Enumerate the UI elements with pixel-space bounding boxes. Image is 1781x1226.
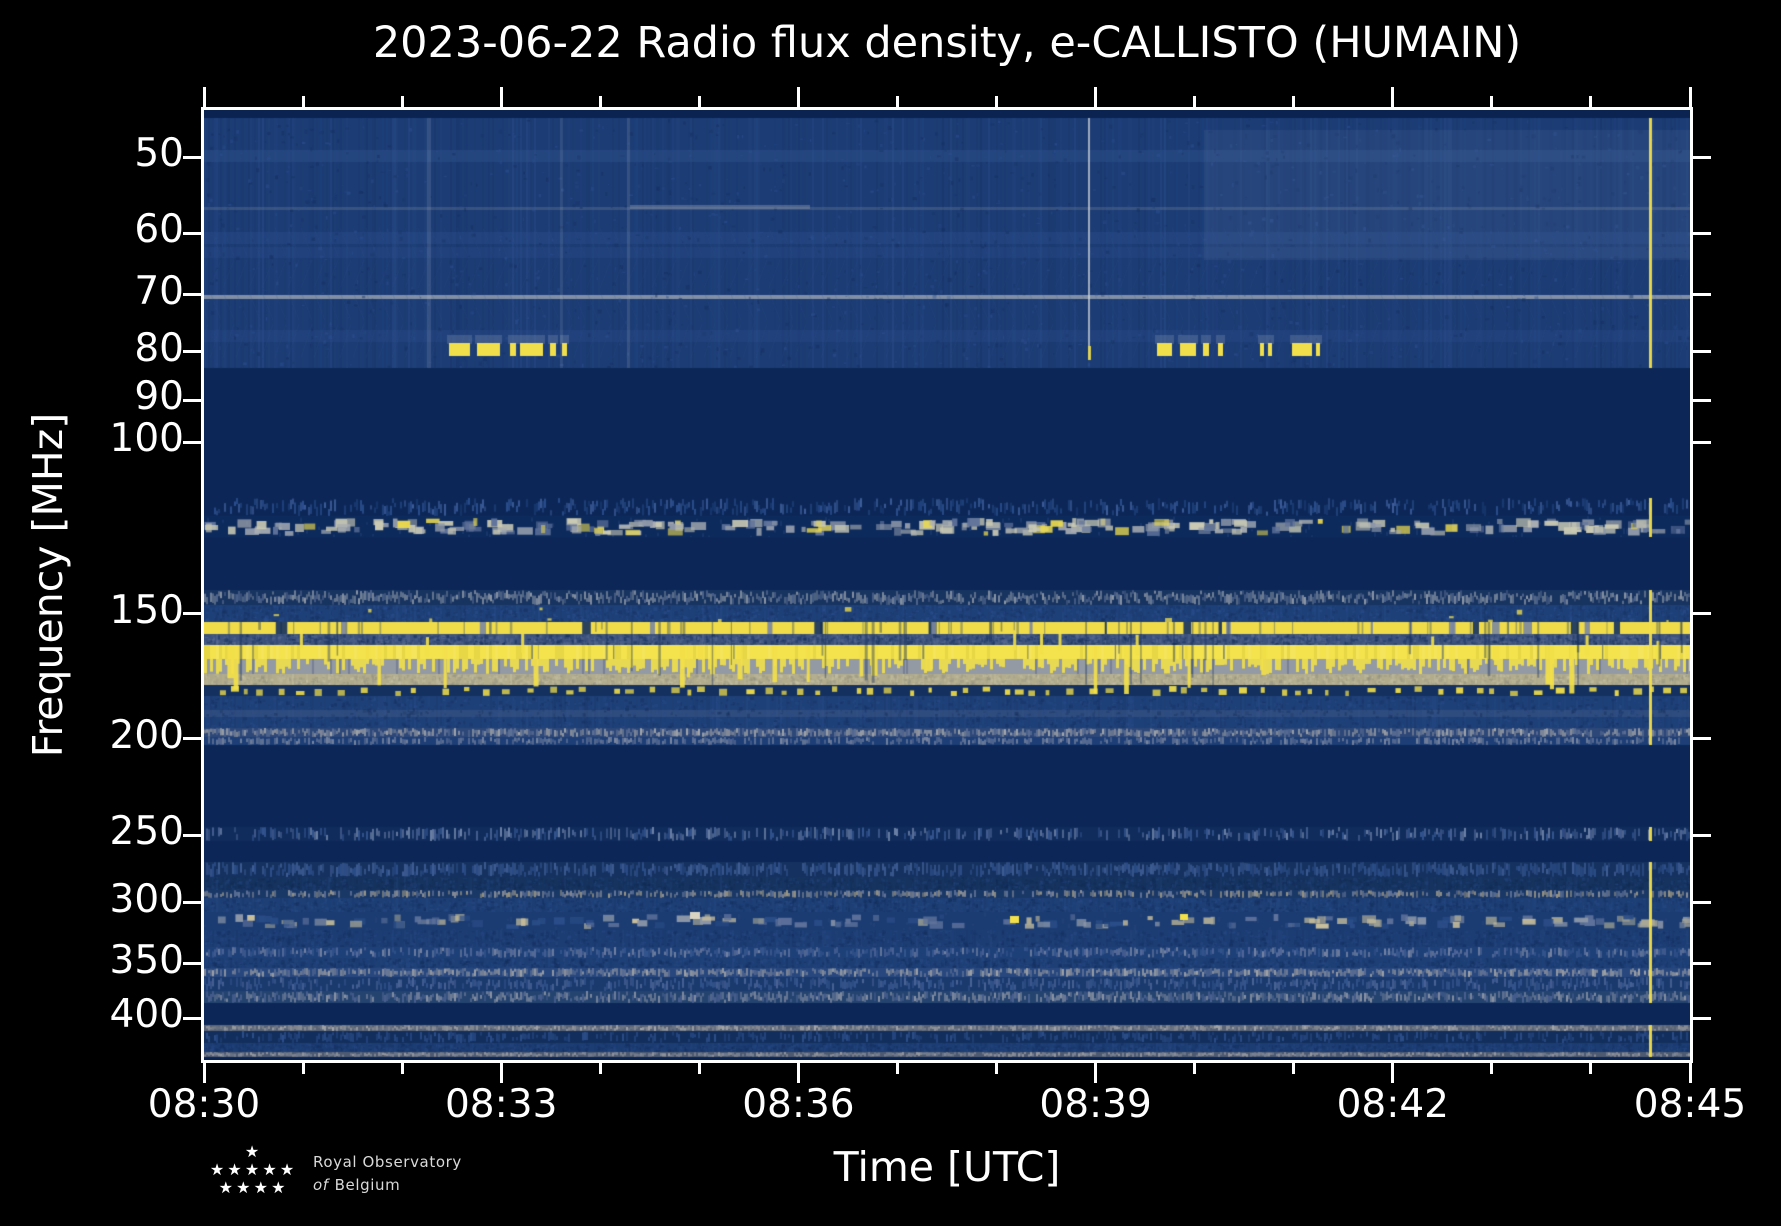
x-tick-minor (301, 1063, 305, 1074)
y-tick-label: 100 (109, 416, 184, 462)
y-tick (183, 398, 201, 402)
y-tick (1693, 231, 1711, 235)
x-tick-minor (995, 96, 999, 107)
x-tick-major (202, 87, 206, 107)
x-tick-major (1391, 87, 1395, 107)
y-tick-label: 350 (109, 937, 184, 983)
y-tick (183, 293, 201, 297)
y-tick (1693, 293, 1711, 297)
x-tick-major (499, 87, 503, 107)
x-tick-minor (1193, 1063, 1197, 1074)
y-tick (1693, 155, 1711, 159)
y-tick (183, 962, 201, 966)
x-tick-minor (301, 96, 305, 107)
y-tick-label: 70 (134, 268, 184, 314)
x-tick-minor (1490, 96, 1494, 107)
y-tick (1693, 737, 1711, 741)
x-tick-label: 08:36 (742, 1082, 855, 1127)
x-tick-minor (895, 1063, 899, 1074)
y-tick (1693, 440, 1711, 444)
y-tick (183, 155, 201, 159)
y-tick-label: 60 (134, 207, 184, 253)
y-tick (1693, 612, 1711, 616)
x-tick-minor (697, 1063, 701, 1074)
x-tick-major (1094, 87, 1098, 107)
y-tick (183, 901, 201, 905)
y-tick-label: 300 (109, 876, 184, 922)
y-tick-label: 400 (109, 992, 184, 1037)
x-tick-major (202, 1063, 206, 1083)
y-tick-label: 250 (109, 809, 184, 855)
x-tick-minor (1589, 1063, 1593, 1074)
x-axis-label: Time [UTC] (833, 1143, 1061, 1191)
y-tick (1693, 398, 1711, 402)
y-tick-label: 50 (134, 131, 184, 177)
x-tick-major (1688, 1063, 1692, 1083)
y-tick (183, 231, 201, 235)
y-tick (1693, 962, 1711, 966)
x-tick-minor (1193, 96, 1197, 107)
x-tick-major (499, 1063, 503, 1083)
x-tick-major (796, 1063, 800, 1083)
x-tick-minor (400, 96, 404, 107)
x-tick-minor (895, 96, 899, 107)
x-tick-major (1094, 1063, 1098, 1083)
y-tick (183, 737, 201, 741)
x-tick-label: 08:30 (147, 1082, 261, 1127)
x-tick-major (1391, 1063, 1395, 1083)
y-tick (183, 1016, 201, 1020)
y-tick-label: 150 (109, 587, 184, 633)
y-tick (183, 350, 201, 354)
x-tick-label: 08:42 (1336, 1082, 1449, 1127)
x-tick-minor (1589, 96, 1593, 107)
y-tick (1693, 901, 1711, 905)
x-tick-label: 08:45 (1633, 1082, 1747, 1127)
y-tick-label: 80 (134, 325, 184, 371)
x-tick-minor (697, 96, 701, 107)
x-tick-major (1688, 87, 1692, 107)
y-tick (183, 440, 201, 444)
y-tick (183, 833, 201, 837)
x-tick-minor (1292, 1063, 1296, 1074)
x-tick-minor (995, 1063, 999, 1074)
x-tick-label: 08:39 (1039, 1082, 1152, 1127)
y-tick (1693, 350, 1711, 354)
x-tick-minor (598, 96, 602, 107)
x-tick-minor (1292, 96, 1296, 107)
y-tick-label: 90 (134, 374, 184, 420)
y-axis-label: Frequency [MHz] (24, 412, 72, 758)
x-tick-major (796, 87, 800, 107)
y-tick (183, 612, 201, 616)
y-tick (1693, 833, 1711, 837)
chart-title: 2023-06-22 Radio flux density, e-CALLIST… (372, 18, 1522, 68)
x-tick-label: 08:33 (444, 1082, 558, 1127)
x-tick-minor (400, 1063, 404, 1074)
spectrogram-canvas (204, 110, 1690, 1060)
y-tick-label: 200 (109, 712, 184, 758)
x-tick-minor (1490, 1063, 1494, 1074)
x-tick-minor (598, 1063, 602, 1074)
y-tick (1693, 1016, 1711, 1020)
